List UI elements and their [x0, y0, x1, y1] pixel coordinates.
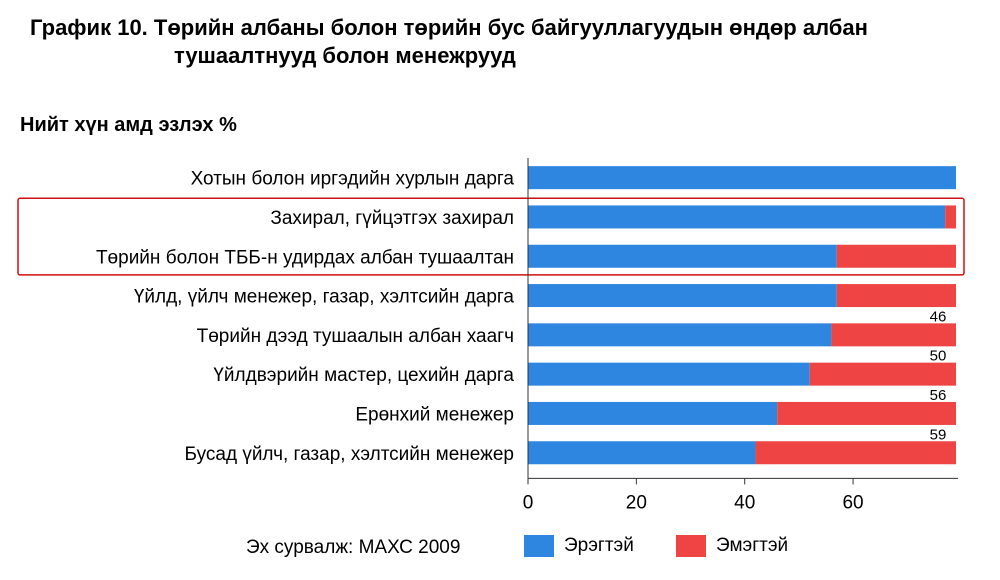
- x-tick-label: 60: [842, 492, 863, 513]
- bar-male: [528, 205, 946, 229]
- bar-male: [528, 244, 837, 268]
- bar-male: [528, 323, 832, 347]
- bar-female: [755, 441, 956, 465]
- chart-subtitle: Нийт хүн амд эзлэх %: [20, 114, 237, 136]
- category-label: Үйлд, үйлч менежер, газар, хэлтсийн дарг…: [134, 287, 515, 308]
- bar-female: [945, 205, 956, 229]
- bar-male: [528, 441, 756, 465]
- x-tick-label: 0: [523, 492, 534, 513]
- legend-label-female: Эмэгтэй: [716, 535, 789, 556]
- category-label: Ерөнхий менежер: [355, 404, 514, 425]
- data-label: 56: [930, 387, 947, 404]
- x-tick-label: 20: [626, 492, 647, 513]
- data-label: 59: [930, 426, 947, 443]
- legend-label-male: Эрэгтэй: [564, 535, 634, 556]
- bar-male: [528, 362, 810, 386]
- bar-female: [836, 244, 956, 268]
- bar-male: [528, 401, 778, 425]
- legend-swatch-female: [676, 535, 706, 557]
- category-label: Захирал, гүйцэтгэх захирал: [270, 208, 514, 229]
- source-note: Эх сурвалж: МАХС 2009: [246, 537, 461, 558]
- bar-female: [831, 323, 956, 347]
- legend-item-male: Эрэгтэй: [524, 535, 634, 557]
- data-label: 46: [930, 308, 947, 325]
- chart-title-line1: График 10. Төрийн албаны болон төрийн бу…: [30, 15, 868, 40]
- category-label: Хотын болон иргэдийн хурлын дарга: [191, 169, 515, 190]
- category-label: Үйлдвэрийн мастер, цехийн дарга: [213, 365, 514, 386]
- legend-swatch-male: [524, 535, 554, 557]
- bar-female: [809, 362, 956, 386]
- category-label: Бусад үйлч, газар, хэлтсийн менежер: [185, 444, 514, 465]
- highlight-box: [17, 197, 965, 276]
- bar-female: [836, 284, 956, 308]
- data-label: 50: [930, 348, 947, 365]
- category-label: Төрийн дээд тушаалын албан хаагч: [197, 326, 514, 347]
- bar-male: [528, 166, 956, 190]
- legend-item-female: Эмэгтэй: [676, 535, 788, 557]
- x-tick-label: 40: [734, 492, 755, 513]
- chart-title-line2: тушаалтнууд болон менежрууд: [174, 43, 516, 68]
- category-label: Төрийн болон ТББ-н удирдах албан тушаалт…: [96, 247, 514, 268]
- bar-male: [528, 284, 837, 308]
- bar-female: [777, 401, 956, 425]
